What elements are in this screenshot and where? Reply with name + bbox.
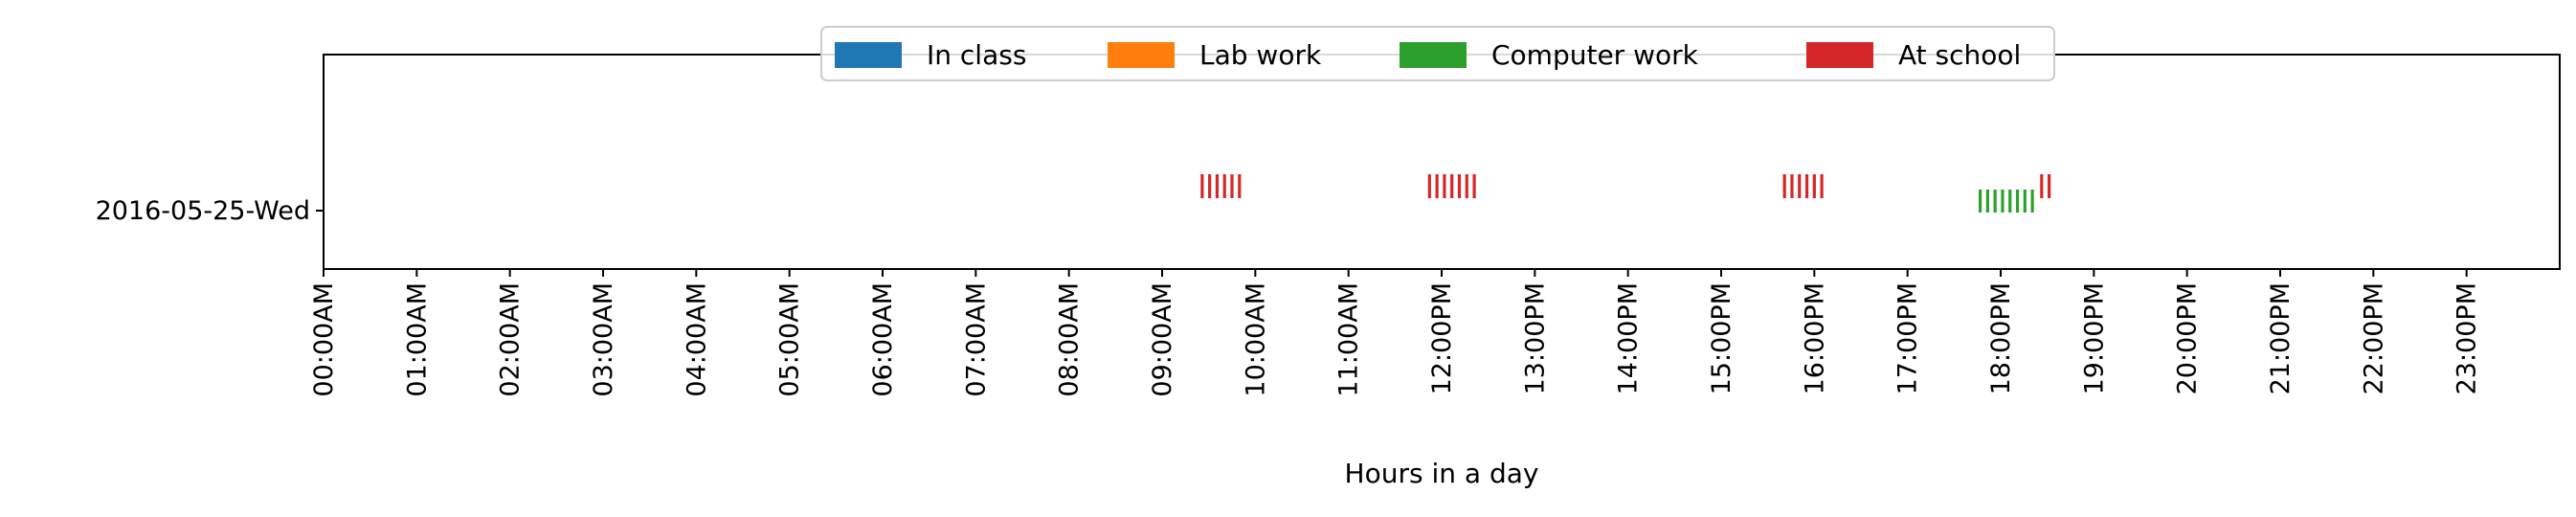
at-school-legend-swatch [1806, 42, 1873, 68]
computer-work-legend-swatch [1400, 42, 1467, 68]
x-tick-label: 10:00AM [1241, 282, 1270, 397]
x-tick-label: 20:00PM [2173, 282, 2203, 394]
x-tick-label: 13:00PM [1520, 282, 1550, 394]
event-bars [1200, 174, 2051, 213]
x-tick-label: 23:00PM [2453, 282, 2482, 394]
x-tick-label: 17:00PM [1893, 282, 1923, 394]
lab-work-legend-swatch [1108, 42, 1175, 68]
x-axis-label: Hours in a day [1345, 458, 1539, 489]
at-school-legend-label: At school [1898, 39, 2021, 71]
x-tick-label: 21:00PM [2266, 282, 2296, 394]
x-tick-label: 14:00PM [1614, 282, 1644, 394]
x-tick-label: 22:00PM [2359, 282, 2388, 394]
lab-work-legend-label: Lab work [1199, 39, 1322, 71]
x-tick-label: 03:00AM [589, 282, 618, 397]
x-axis: 00:00AM 01:00AM 02:00AM 03:00AM 04:00AM 05:00… [309, 269, 2482, 397]
x-tick-label: 06:00AM [868, 282, 898, 397]
y-axis: 2016-05-25-Wed [96, 196, 324, 226]
x-tick-label: 11:00AM [1334, 282, 1364, 397]
x-tick-label: 04:00AM [682, 282, 711, 397]
in-class-legend-label: In class [927, 39, 1026, 71]
x-tick-label: 02:00AM [496, 282, 526, 397]
in-class-legend-swatch [835, 42, 902, 68]
x-tick-label: 07:00AM [961, 282, 991, 397]
x-tick-label: 15:00PM [1707, 282, 1736, 394]
legend: In class Lab work Computer work At school [820, 26, 2055, 81]
x-tick-label: 05:00AM [775, 282, 805, 397]
x-tick-label: 12:00PM [1427, 282, 1457, 394]
x-tick-label: 19:00PM [2079, 282, 2109, 394]
x-tick-label: 16:00PM [1800, 282, 1829, 394]
x-tick-label: 08:00AM [1055, 282, 1085, 397]
x-tick-label: 01:00AM [402, 282, 432, 397]
computer-work-legend-label: Computer work [1491, 39, 1699, 71]
plot-area [323, 54, 2561, 270]
y-tick-label: 2016-05-25-Wed [96, 196, 310, 226]
x-tick-label: 00:00AM [309, 282, 339, 397]
x-tick-label: 09:00AM [1148, 282, 1177, 397]
x-tick-label: 18:00PM [1986, 282, 2016, 394]
plot-frame [323, 54, 2561, 270]
